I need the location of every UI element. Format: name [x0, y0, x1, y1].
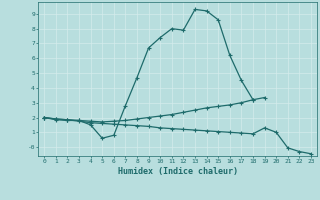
X-axis label: Humidex (Indice chaleur): Humidex (Indice chaleur) [118, 167, 238, 176]
